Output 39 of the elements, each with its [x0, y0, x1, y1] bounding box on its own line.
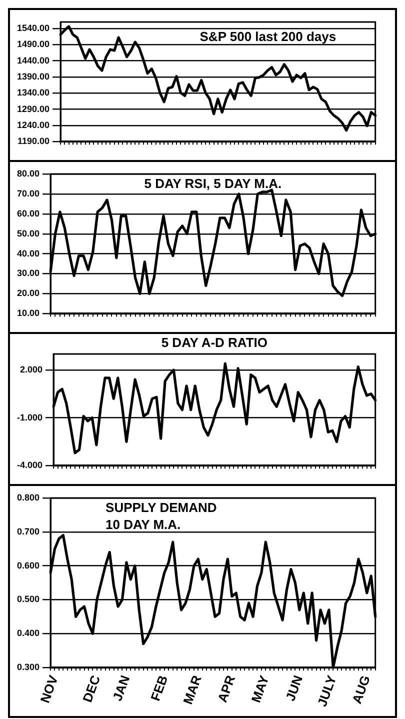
chart-title: 5 DAY A-D RATIO — [161, 335, 268, 350]
y-tick-label: 1540.00 — [16, 22, 50, 33]
x-tick-label: FEB — [148, 673, 171, 703]
x-tick-label: JULY — [314, 673, 340, 709]
y-tick-label: 80.00 — [16, 168, 40, 178]
text: SUPPLY DEMAND 10 DAY M.A. — [106, 500, 217, 532]
y-tick-label: -4.000 — [16, 460, 43, 470]
text: S&P 500 last 200 days — [200, 29, 336, 44]
y-tick-label: 1290.00 — [16, 104, 50, 114]
y-tick-label: 0.300 — [16, 662, 40, 672]
y-tick-label: 0.400 — [16, 628, 40, 638]
y-tick-label: 1340.00 — [16, 88, 50, 98]
y-tick-label: 10.00 — [16, 308, 40, 318]
y-tick-label: 1490.00 — [16, 39, 50, 50]
x-tick-label: DEC — [80, 672, 104, 704]
x-tick-label: AUG — [349, 673, 374, 706]
y-tick-label: 50.00 — [16, 228, 40, 238]
y-tick-label: 1190.00 — [17, 136, 50, 146]
y-tick-label: 1240.00 — [16, 120, 50, 130]
y-tick-label: 30.00 — [16, 268, 40, 278]
y-tick-label: 70.00 — [16, 188, 40, 198]
y-tick-label: 0.800 — [16, 492, 40, 502]
x-tick-label: JAN — [110, 673, 133, 703]
x-tick-label: MAY — [248, 673, 272, 704]
y-tick-label: 60.00 — [16, 208, 40, 218]
y-tick-label: 1440.00 — [16, 55, 50, 66]
y-tick-label: -1.000 — [16, 412, 43, 422]
y-tick-label: 0.600 — [16, 560, 40, 570]
y-tick-label: 2.000 — [20, 364, 43, 374]
y-tick-label: 20.00 — [16, 288, 40, 298]
y-tick-label: 40.00 — [16, 248, 40, 258]
y-tick-label: 0.500 — [16, 594, 40, 604]
x-tick-label: MAR — [180, 672, 205, 706]
chart-title: 5 DAY RSI, 5 DAY M.A. — [144, 176, 282, 192]
x-tick-label: JUN — [282, 673, 306, 703]
x-tick-label: APR — [214, 672, 238, 704]
y-tick-label: 0.700 — [16, 526, 40, 536]
x-tick-label: NOV — [37, 673, 62, 705]
y-tick-label: 1390.00 — [16, 71, 50, 82]
